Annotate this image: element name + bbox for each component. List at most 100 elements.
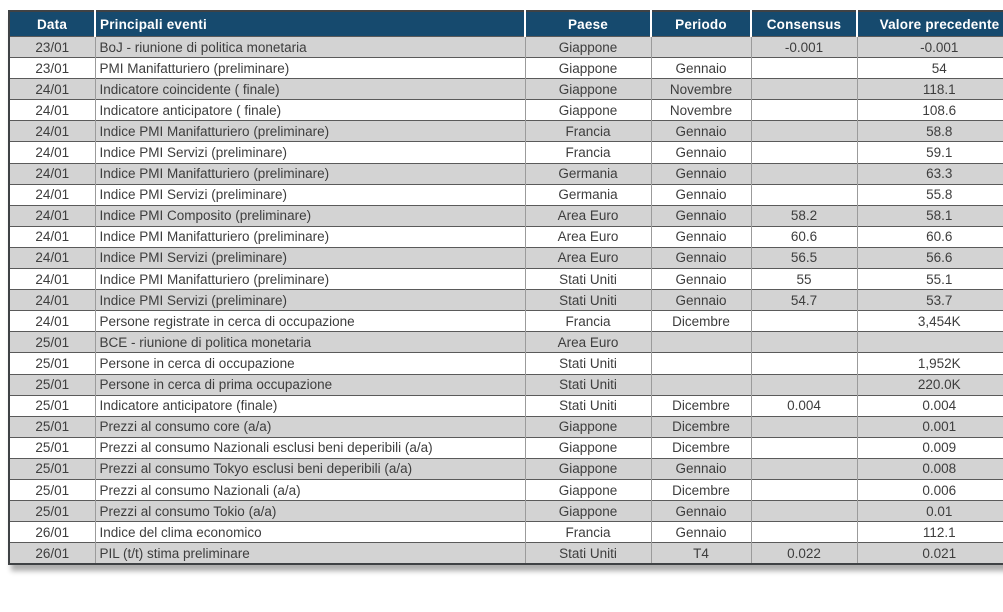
table-row: 25/01 Indicatore anticipatore (finale) Sta… <box>9 394 1003 417</box>
cell-consensus <box>750 500 857 522</box>
cell-evento: Prezzi al consumo Nazionali esclusi beni… <box>94 436 525 459</box>
cell-paese: Area Euro <box>524 204 651 227</box>
cell-periodo <box>650 373 751 396</box>
table-row: 25/01 Prezzi al consumo core (a/a) Giappon… <box>9 415 1003 438</box>
cell-paese: Giappone <box>524 99 651 121</box>
cell-evento: Indice del clima economico <box>94 521 525 543</box>
cell-data: 25/01 <box>9 436 95 459</box>
cell-evento: Prezzi al consumo Tokio (a/a) <box>94 500 525 522</box>
cell-consensus <box>750 99 857 121</box>
cell-evento: Indicatore coincidente ( finale) <box>94 78 525 100</box>
cell-periodo: Gennaio <box>650 57 751 79</box>
cell-periodo: Novembre <box>650 99 751 121</box>
cell-evento: PIL (t/t) stima preliminare <box>94 542 525 565</box>
cell-periodo: Gennaio <box>650 289 751 311</box>
cell-valore: 55.8 <box>856 183 1003 206</box>
cell-evento: Indicatore anticipatore (finale) <box>94 394 525 417</box>
cell-consensus: 56.5 <box>750 246 857 269</box>
cell-paese: Germania <box>524 183 651 206</box>
cell-consensus <box>750 521 857 543</box>
table-row: 25/01 Prezzi al consumo Tokyo esclusi ben… <box>9 457 1003 480</box>
cell-consensus <box>750 352 857 374</box>
cell-evento: Indice PMI Manifatturiero (preliminare) <box>94 225 525 248</box>
cell-paese: Stati Uniti <box>524 268 651 290</box>
cell-valore: 55.1 <box>856 268 1003 290</box>
cell-paese: Germania <box>524 162 651 185</box>
table-row: 25/01 Persone in cerca di occupazione Stat… <box>9 352 1003 374</box>
cell-paese: Stati Uniti <box>524 394 651 417</box>
cell-valore: 220.0K <box>856 373 1003 396</box>
cell-periodo: Gennaio <box>650 120 751 142</box>
cell-valore: 58.1 <box>856 204 1003 227</box>
cell-data: 26/01 <box>9 521 95 543</box>
cell-consensus <box>750 373 857 396</box>
cell-data: 26/01 <box>9 542 95 565</box>
table-row: 24/01 Indice PMI Servizi (preliminare) Are… <box>9 246 1003 269</box>
cell-evento: Indice PMI Servizi (preliminare) <box>94 246 525 269</box>
cell-data: 25/01 <box>9 394 95 417</box>
cell-periodo: T4 <box>650 542 751 565</box>
table-row: 24/01 Persone registrate in cerca di occu… <box>9 310 1003 332</box>
cell-consensus: 0.022 <box>750 542 857 565</box>
cell-periodo: Dicembre <box>650 415 751 438</box>
cell-paese: Francia <box>524 141 651 164</box>
cell-evento: Indice PMI Servizi (preliminare) <box>94 289 525 311</box>
cell-data: 24/01 <box>9 162 95 185</box>
cell-periodo: Gennaio <box>650 162 751 185</box>
table-row: 24/01 Indicatore coincidente ( finale) Gia… <box>9 78 1003 100</box>
table-row: 24/01 Indice PMI Manifatturiero (prelimin… <box>9 120 1003 142</box>
header-row: Data Principali eventi Paese Periodo Consens… <box>9 11 1003 37</box>
cell-valore: 56.6 <box>856 246 1003 269</box>
cell-consensus <box>750 120 857 142</box>
cell-consensus: 60.6 <box>750 225 857 248</box>
cell-consensus <box>750 141 857 164</box>
cell-periodo: Dicembre <box>650 478 751 501</box>
table-row: 25/01 Persone in cerca di prima occupazio… <box>9 373 1003 396</box>
cell-data: 23/01 <box>9 35 95 58</box>
cell-data: 25/01 <box>9 415 95 438</box>
cell-valore <box>856 331 1003 353</box>
cell-valore: 54 <box>856 57 1003 79</box>
cell-valore: 59.1 <box>856 141 1003 164</box>
cell-data: 24/01 <box>9 225 95 248</box>
cell-periodo: Gennaio <box>650 204 751 227</box>
cell-valore: 60.6 <box>856 225 1003 248</box>
cell-data: 24/01 <box>9 141 95 164</box>
table-row: 24/01 Indice PMI Servizi (preliminare) Fra… <box>9 141 1003 164</box>
cell-paese: Stati Uniti <box>524 373 651 396</box>
table-row: 23/01 BoJ - riunione di politica monetari… <box>9 35 1003 58</box>
cell-valore: 0.009 <box>856 436 1003 459</box>
cell-consensus <box>750 331 857 353</box>
cell-data: 25/01 <box>9 331 95 353</box>
table-row: 24/01 Indice PMI Servizi (preliminare) Ger… <box>9 183 1003 206</box>
cell-paese: Stati Uniti <box>524 289 651 311</box>
cell-consensus: -0.001 <box>750 35 857 58</box>
cell-evento: Indice PMI Manifatturiero (preliminare) <box>94 162 525 185</box>
cell-consensus: 0.004 <box>750 394 857 417</box>
cell-paese: Giappone <box>524 478 651 501</box>
cell-evento: Persone registrate in cerca di occupazio… <box>94 310 525 332</box>
cell-paese: Area Euro <box>524 225 651 248</box>
cell-data: 25/01 <box>9 457 95 480</box>
cell-paese: Giappone <box>524 457 651 480</box>
cell-evento: Persone in cerca di occupazione <box>94 352 525 374</box>
cell-periodo: Dicembre <box>650 436 751 459</box>
cell-valore: 0.01 <box>856 500 1003 522</box>
column-header-consensus: Consensus <box>750 11 857 37</box>
cell-paese: Stati Uniti <box>524 542 651 565</box>
cell-periodo <box>650 331 751 353</box>
table-row: 25/01 BCE - riunione di politica monetari… <box>9 331 1003 353</box>
cell-evento: Indice PMI Composito (preliminare) <box>94 204 525 227</box>
cell-periodo: Gennaio <box>650 457 751 480</box>
cell-periodo: Gennaio <box>650 246 751 269</box>
table-row: 26/01 PIL (t/t) stima preliminare Stati Un… <box>9 542 1003 565</box>
cell-periodo: Novembre <box>650 78 751 100</box>
cell-periodo: Gennaio <box>650 183 751 206</box>
table-row: 26/01 Indice del clima economico Francia Ge… <box>9 521 1003 543</box>
cell-consensus <box>750 162 857 185</box>
cell-paese: Giappone <box>524 78 651 100</box>
cell-consensus: 58.2 <box>750 204 857 227</box>
cell-valore: 112.1 <box>856 521 1003 543</box>
table-row: 25/01 Prezzi al consumo Tokio (a/a) Giappo… <box>9 500 1003 522</box>
